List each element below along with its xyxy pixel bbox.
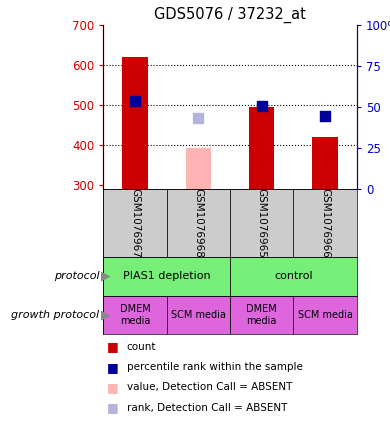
- Bar: [249, 107, 275, 189]
- Text: value, Detection Call = ABSENT: value, Detection Call = ABSENT: [127, 382, 292, 393]
- Text: ▶: ▶: [101, 270, 111, 283]
- Bar: [103, 189, 167, 257]
- Text: SCM media: SCM media: [298, 310, 353, 320]
- Bar: [103, 296, 167, 334]
- Point: [322, 113, 328, 119]
- Bar: [294, 189, 357, 257]
- Text: GSM1076965: GSM1076965: [257, 188, 267, 258]
- Text: ■: ■: [107, 381, 119, 394]
- Bar: [186, 148, 211, 189]
- Text: growth protocol: growth protocol: [11, 310, 99, 320]
- Text: DMEM
media: DMEM media: [246, 304, 277, 326]
- Text: count: count: [127, 342, 156, 352]
- Bar: [167, 189, 230, 257]
- Text: GSM1076966: GSM1076966: [320, 188, 330, 258]
- Point: [259, 103, 265, 110]
- Bar: [122, 57, 148, 189]
- Bar: [312, 137, 338, 189]
- Bar: [230, 296, 294, 334]
- Bar: [230, 257, 357, 296]
- Point: [195, 115, 202, 121]
- Bar: [294, 296, 357, 334]
- Text: ■: ■: [107, 401, 119, 414]
- Bar: [167, 296, 230, 334]
- Text: SCM media: SCM media: [171, 310, 226, 320]
- Text: protocol: protocol: [54, 271, 99, 281]
- Text: rank, Detection Call = ABSENT: rank, Detection Call = ABSENT: [127, 403, 287, 413]
- Bar: [230, 189, 294, 257]
- Text: ▶: ▶: [101, 308, 111, 321]
- Text: GSM1076968: GSM1076968: [193, 188, 204, 258]
- Point: [132, 98, 138, 104]
- Text: ■: ■: [107, 341, 119, 353]
- Text: PIAS1 depletion: PIAS1 depletion: [123, 271, 211, 281]
- Text: control: control: [274, 271, 313, 281]
- Text: percentile rank within the sample: percentile rank within the sample: [127, 362, 303, 372]
- Bar: [103, 257, 230, 296]
- Title: GDS5076 / 37232_at: GDS5076 / 37232_at: [154, 6, 306, 23]
- Text: ■: ■: [107, 361, 119, 374]
- Text: DMEM
media: DMEM media: [120, 304, 151, 326]
- Text: GSM1076967: GSM1076967: [130, 188, 140, 258]
